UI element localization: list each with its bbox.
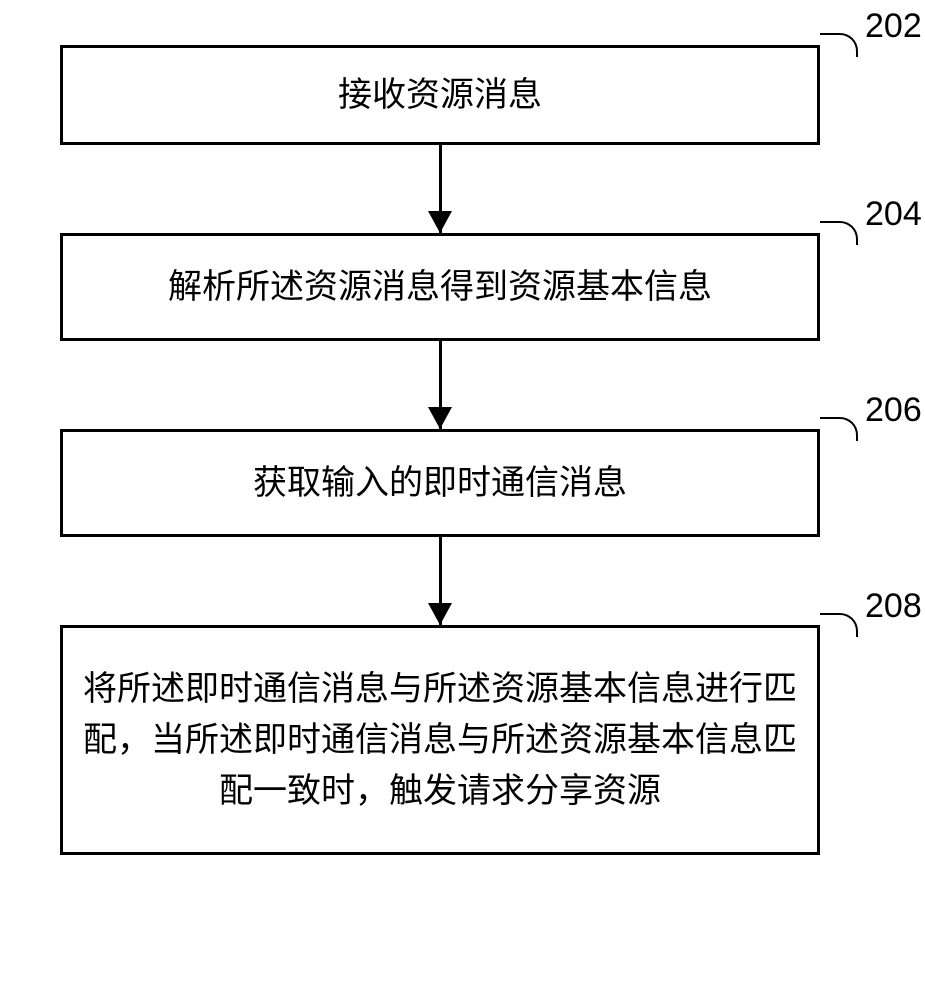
box-label-3: 206: [865, 391, 922, 430]
label-connector-3: [820, 417, 858, 441]
label-connector-2: [820, 221, 858, 245]
flow-box-3: 获取输入的即时通信消息: [60, 429, 820, 537]
flow-box-text-3: 获取输入的即时通信消息: [253, 458, 627, 509]
label-connector-4: [820, 613, 858, 637]
flow-box-4: 将所述即时通信消息与所述资源基本信息进行匹配，当所述即时通信消息与所述资源基本信…: [60, 625, 820, 855]
box-label-2: 204: [865, 195, 922, 234]
flow-box-2: 解析所述资源消息得到资源基本信息: [60, 233, 820, 341]
flow-box-text-1: 接收资源消息: [338, 70, 542, 121]
flow-box-1: 接收资源消息: [60, 45, 820, 145]
flowchart-container: 202 接收资源消息 204 解析所述资源消息得到资源基本信息 206 获取输入…: [60, 45, 865, 855]
flow-box-text-2: 解析所述资源消息得到资源基本信息: [168, 262, 712, 313]
flow-box-text-4: 将所述即时通信消息与所述资源基本信息进行匹配，当所述即时通信消息与所述资源基本信…: [83, 664, 797, 817]
label-connector-1: [820, 33, 858, 57]
box-label-4: 208: [865, 587, 922, 626]
arrow-3: [60, 537, 820, 625]
arrow-2: [60, 341, 820, 429]
box-label-1: 202: [865, 7, 922, 46]
arrow-1: [60, 145, 820, 233]
